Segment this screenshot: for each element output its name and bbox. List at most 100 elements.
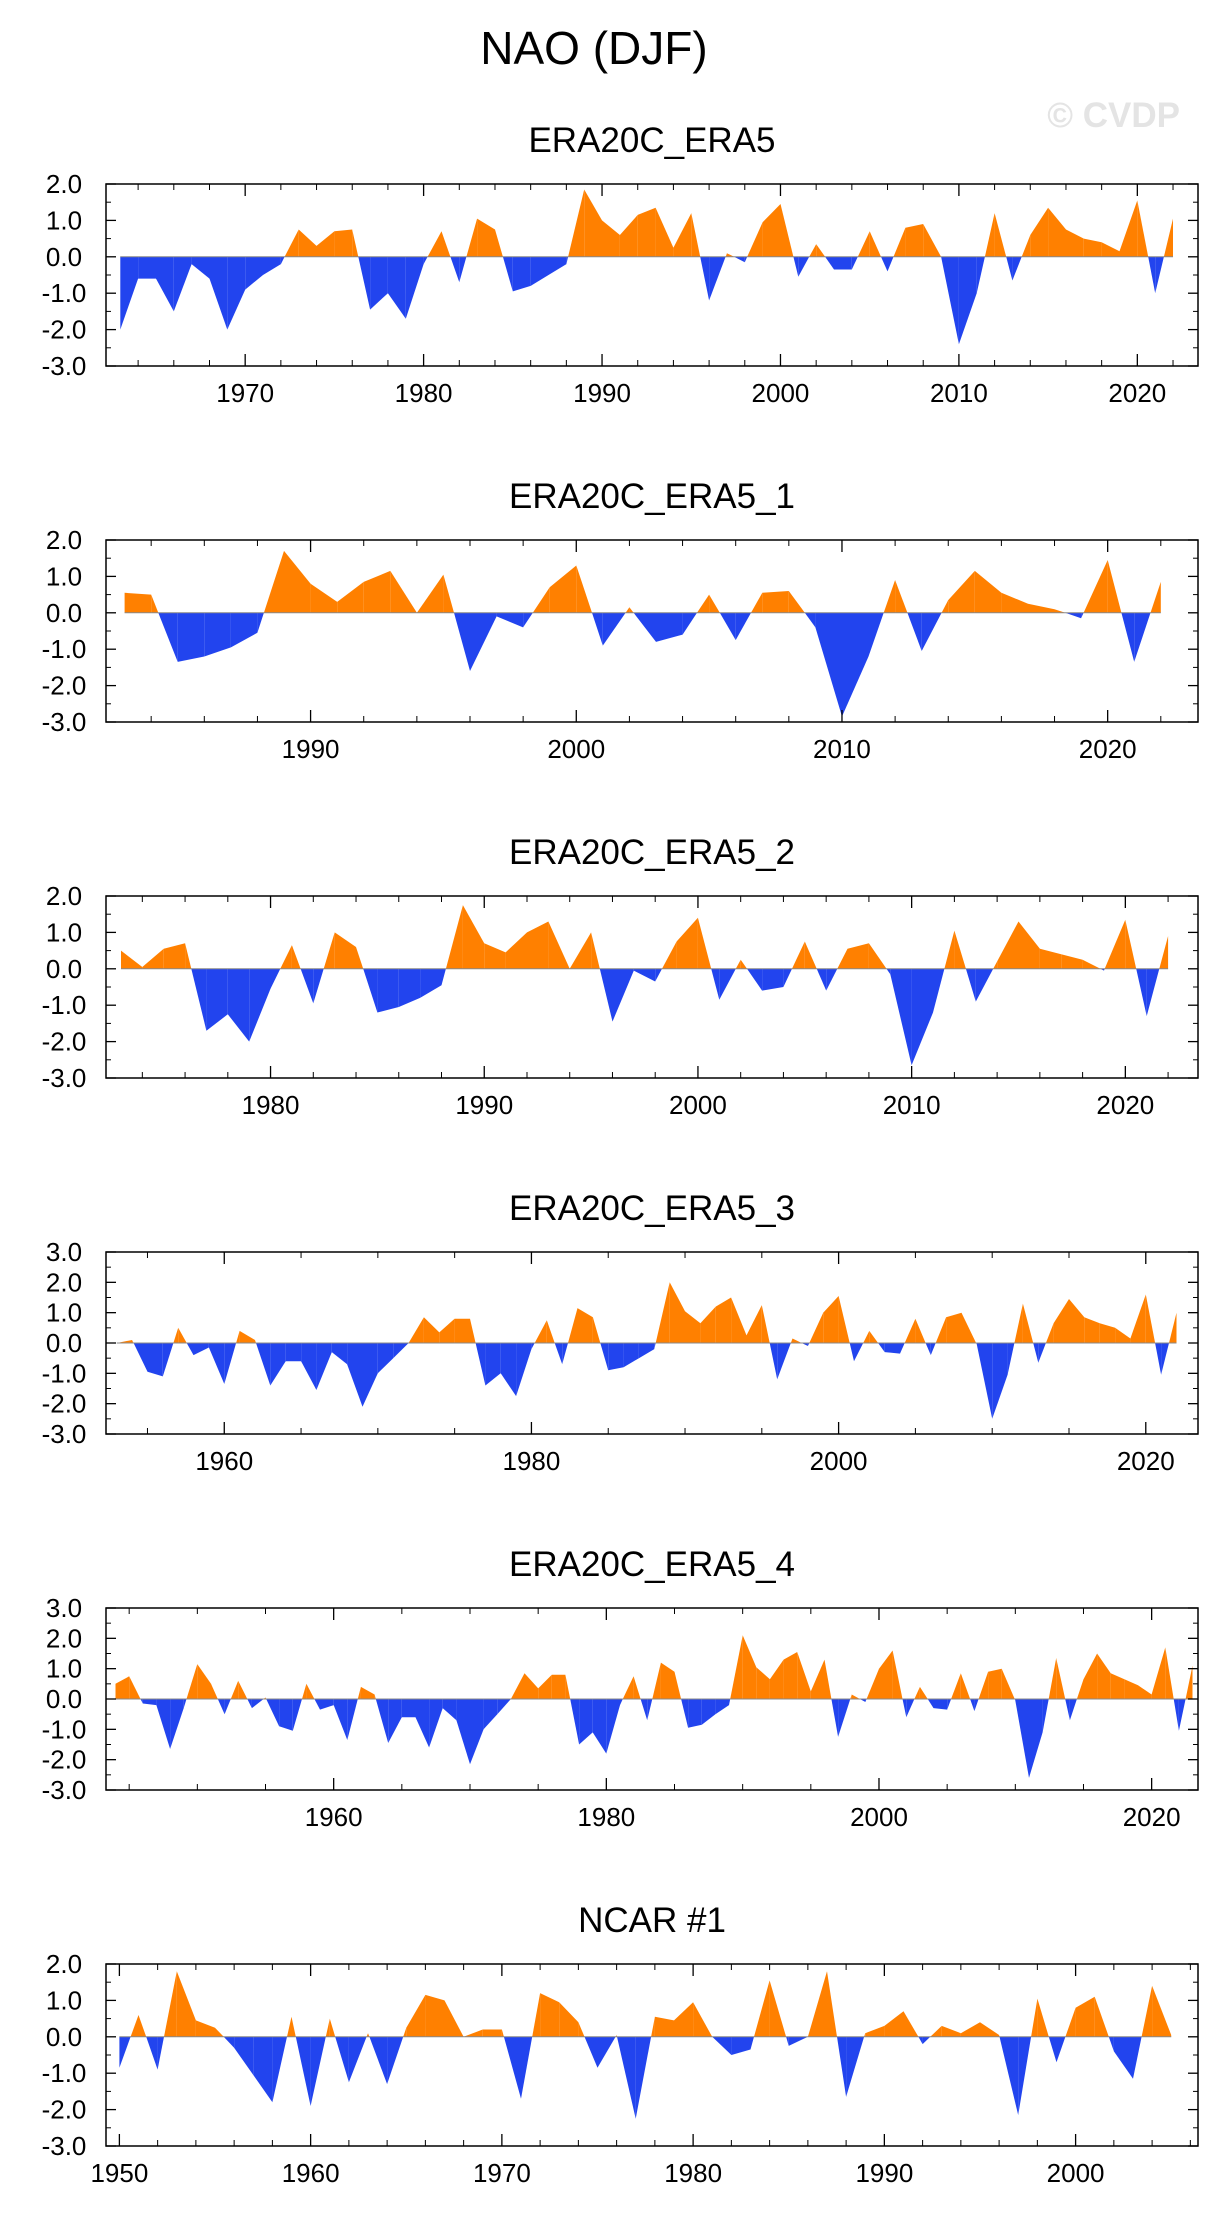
negative-anomaly-area [347,1699,358,1740]
positive-anomaly-area [510,1673,525,1699]
negative-anomaly-area [1178,1699,1186,1731]
positive-anomaly-area [357,1686,361,1699]
positive-anomaly-area [960,2022,980,2037]
negative-anomaly-area [1042,1699,1049,1733]
positive-anomaly-area [263,550,284,613]
positive-anomaly-area [329,2018,336,2037]
positive-anomaly-area [893,227,906,257]
positive-anomaly-area [951,1673,961,1699]
positive-anomaly-area [1141,1985,1153,2037]
negative-anomaly-area [592,1699,607,1754]
positive-anomaly-area [851,1694,860,1699]
positive-anomaly-area [1075,1996,1095,2037]
y-tick-label: -3.0 [42,2131,87,2161]
negative-anomaly-area [251,1699,264,1709]
negative-anomaly-area [300,968,314,1004]
negative-anomaly-area [854,1343,864,1362]
negative-anomaly-area [918,2036,923,2045]
positive-anomaly-area [654,2016,674,2037]
positive-anomaly-area [1083,1653,1098,1699]
positive-anomaly-area [863,1330,870,1343]
positive-anomaly-area [697,917,712,969]
negative-anomaly-area [1007,1343,1015,1375]
negative-anomaly-area [313,968,324,1004]
negative-anomaly-area [209,256,228,330]
x-tick-label: 2000 [547,734,605,764]
negative-anomaly-area [1173,1699,1179,1731]
positive-anomaly-area [809,1312,824,1343]
negative-anomaly-area [1155,1343,1162,1375]
negative-anomaly-area [815,612,842,717]
y-tick-label: -1.0 [42,634,87,664]
negative-anomaly-area [798,256,810,277]
y-tick-label: -2.0 [42,315,87,345]
positive-anomaly-area [306,1683,315,1699]
negative-anomaly-area [930,1343,936,1356]
positive-anomaly-area [1082,959,1101,969]
negative-anomaly-area [370,256,388,310]
negative-anomaly-area [1146,968,1160,1017]
y-tick-label: 3.0 [46,1593,82,1623]
positive-anomaly-area [747,222,763,257]
negative-anomaly-area [801,1343,808,1346]
positive-anomaly-area [629,607,634,613]
negative-anomaly-area [566,256,569,265]
positive-anomaly-area [565,1674,571,1699]
negative-anomaly-area [620,1699,623,1706]
positive-anomaly-area [1130,1294,1146,1343]
negative-anomaly-area [548,256,567,275]
positive-anomaly-area [988,1668,1002,1699]
negative-anomaly-area [925,1343,931,1356]
positive-anomaly-area [1056,1658,1066,1699]
negative-anomaly-area [441,968,446,986]
positive-anomaly-area [284,229,299,257]
negative-anomaly-area [266,1699,280,1727]
positive-anomaly-area [178,1327,187,1343]
positive-anomaly-area [334,229,353,257]
y-tick-label: -1.0 [42,990,87,1020]
positive-anomaly-area [1014,1303,1023,1343]
positive-anomaly-area [1083,238,1102,257]
positive-anomaly-area [974,570,1002,613]
negative-anomaly-area [554,1343,563,1365]
positive-anomaly-area [534,1320,547,1343]
positive-anomaly-area [236,1330,240,1343]
positive-anomaly-area [715,1297,732,1343]
negative-anomaly-area [834,256,852,270]
positive-anomaly-area [740,959,747,969]
negative-anomaly-area [965,968,976,1002]
negative-anomaly-area [1121,612,1135,662]
positive-anomaly-area [425,1994,445,2037]
positive-anomaly-area [173,1327,179,1343]
x-tick-label: 1970 [473,2158,531,2188]
positive-anomaly-area [287,2016,292,2037]
positive-anomaly-area [674,2002,694,2037]
positive-anomaly-area [847,943,869,969]
positive-anomaly-area [1110,1673,1125,1699]
positive-anomaly-area [994,213,1007,257]
positive-anomaly-area [655,1282,670,1343]
positive-anomaly-area [1066,229,1084,257]
positive-anomaly-area [423,1317,440,1343]
positive-anomaly-area [984,213,995,257]
positive-anomaly-area [1125,919,1137,969]
chart-panel: ERA20C_ERA5 2.0 1.0 0.0 -1.0 -2.0 -3.0 1970 1980… [42,121,1199,408]
positive-anomaly-area [697,594,710,613]
positive-anomaly-area [1045,1323,1054,1343]
negative-anomaly-area [656,612,683,642]
negative-anomaly-area [500,1343,517,1397]
negative-anomaly-area [688,1699,702,1728]
negative-anomaly-area [911,968,933,1066]
negative-anomaly-area [681,1699,689,1728]
positive-anomaly-area [444,2000,464,2037]
negative-anomaly-area [170,1699,184,1749]
positive-anomaly-area [637,207,656,257]
negative-anomaly-area [206,968,228,1031]
negative-anomaly-area [884,1343,900,1354]
negative-anomaly-area [825,256,834,270]
negative-anomaly-area [865,1699,867,1702]
negative-anomaly-area [992,1343,1008,1419]
negative-anomaly-area [270,1343,286,1386]
negative-anomaly-area [579,1699,593,1745]
positive-anomaly-area [291,945,301,969]
